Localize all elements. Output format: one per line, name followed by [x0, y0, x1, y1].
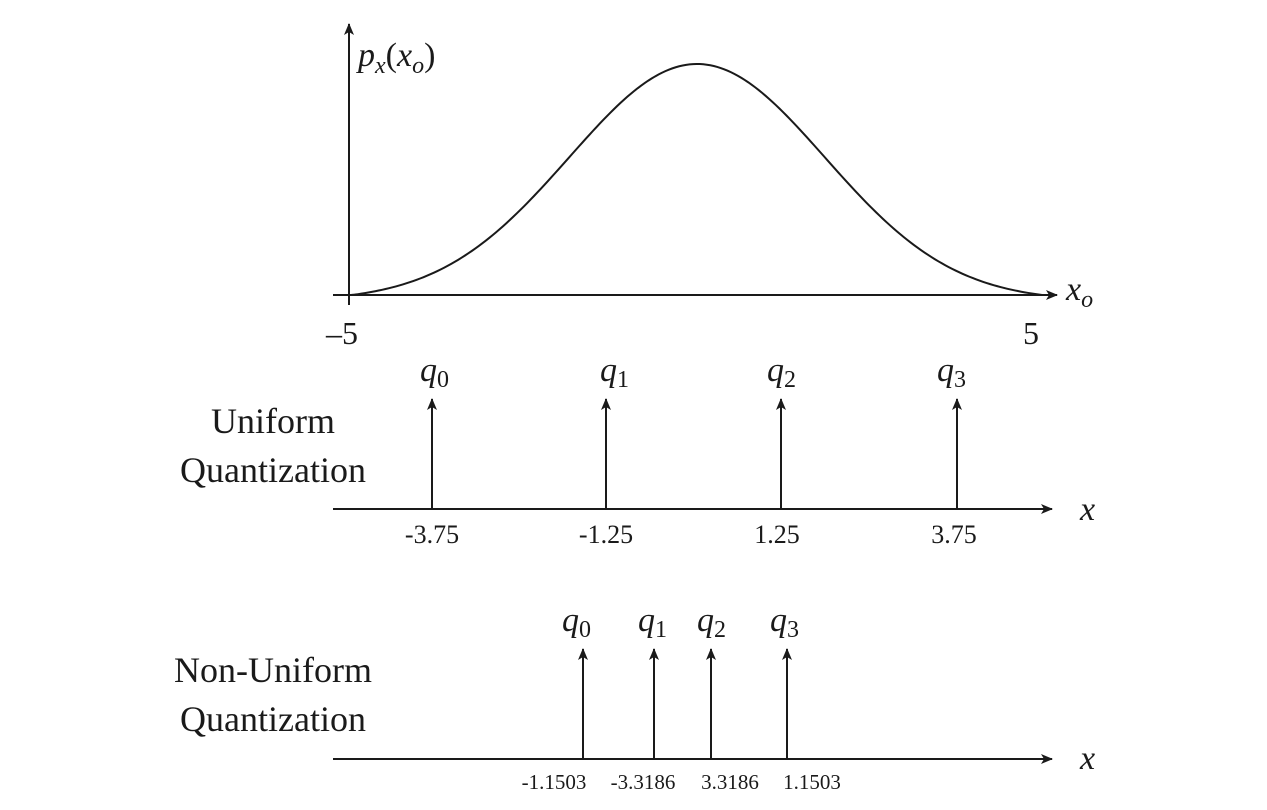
nonuniform-quantization: Non-Uniform Quantization x q0 -1.1503 q1… [174, 602, 1095, 794]
uniform-x-axis-label: x [1079, 491, 1095, 528]
uniform-level-2: q2 1.25 [754, 352, 800, 549]
uniform-level-1: q1 -1.25 [579, 352, 633, 549]
nonuniform-title-line2: Quantization [180, 699, 366, 739]
nonuniform-x-axis-label: x [1079, 740, 1095, 777]
nonuniform-level-value: -3.3186 [611, 770, 676, 794]
nonuniform-level-name: q2 [697, 602, 726, 643]
uniform-title-line2: Quantization [180, 450, 366, 490]
density-x-min-label: –5 [325, 315, 358, 351]
uniform-level-name: q0 [420, 352, 449, 393]
density-x-max-label: 5 [1023, 315, 1039, 351]
uniform-quantization: Uniform Quantization x q0 -3.75 q1 -1.25… [180, 352, 1095, 549]
uniform-level-value: -3.75 [405, 520, 459, 549]
nonuniform-level-name: q3 [770, 602, 799, 643]
nonuniform-level-1: q1 -3.3186 [611, 602, 676, 794]
uniform-level-value: 1.25 [754, 520, 800, 549]
density-x-label: xo [1065, 271, 1093, 313]
uniform-level-value: -1.25 [579, 520, 633, 549]
uniform-level-name: q2 [767, 352, 796, 393]
uniform-level-0: q0 -3.75 [405, 352, 459, 549]
nonuniform-level-value: 3.3186 [701, 770, 759, 794]
density-curve [350, 62, 1043, 296]
nonuniform-level-3: q3 1.1503 [770, 602, 841, 794]
uniform-title-line1: Uniform [211, 401, 335, 441]
uniform-level-3: q3 3.75 [931, 352, 977, 549]
nonuniform-level-name: q1 [638, 602, 667, 643]
uniform-level-name: q1 [600, 352, 629, 393]
density-y-label: px(xo) [356, 37, 435, 79]
nonuniform-level-value: 1.1503 [783, 770, 841, 794]
uniform-level-value: 3.75 [931, 520, 977, 549]
nonuniform-level-0: q0 -1.1503 [522, 602, 591, 794]
nonuniform-level-value: -1.1503 [522, 770, 587, 794]
nonuniform-level-2: q2 3.3186 [697, 602, 759, 794]
density-plot: px(xo) xo –5 5 [325, 23, 1093, 351]
nonuniform-title-line1: Non-Uniform [174, 650, 372, 690]
nonuniform-level-name: q0 [562, 602, 591, 643]
uniform-level-name: q3 [937, 352, 966, 393]
